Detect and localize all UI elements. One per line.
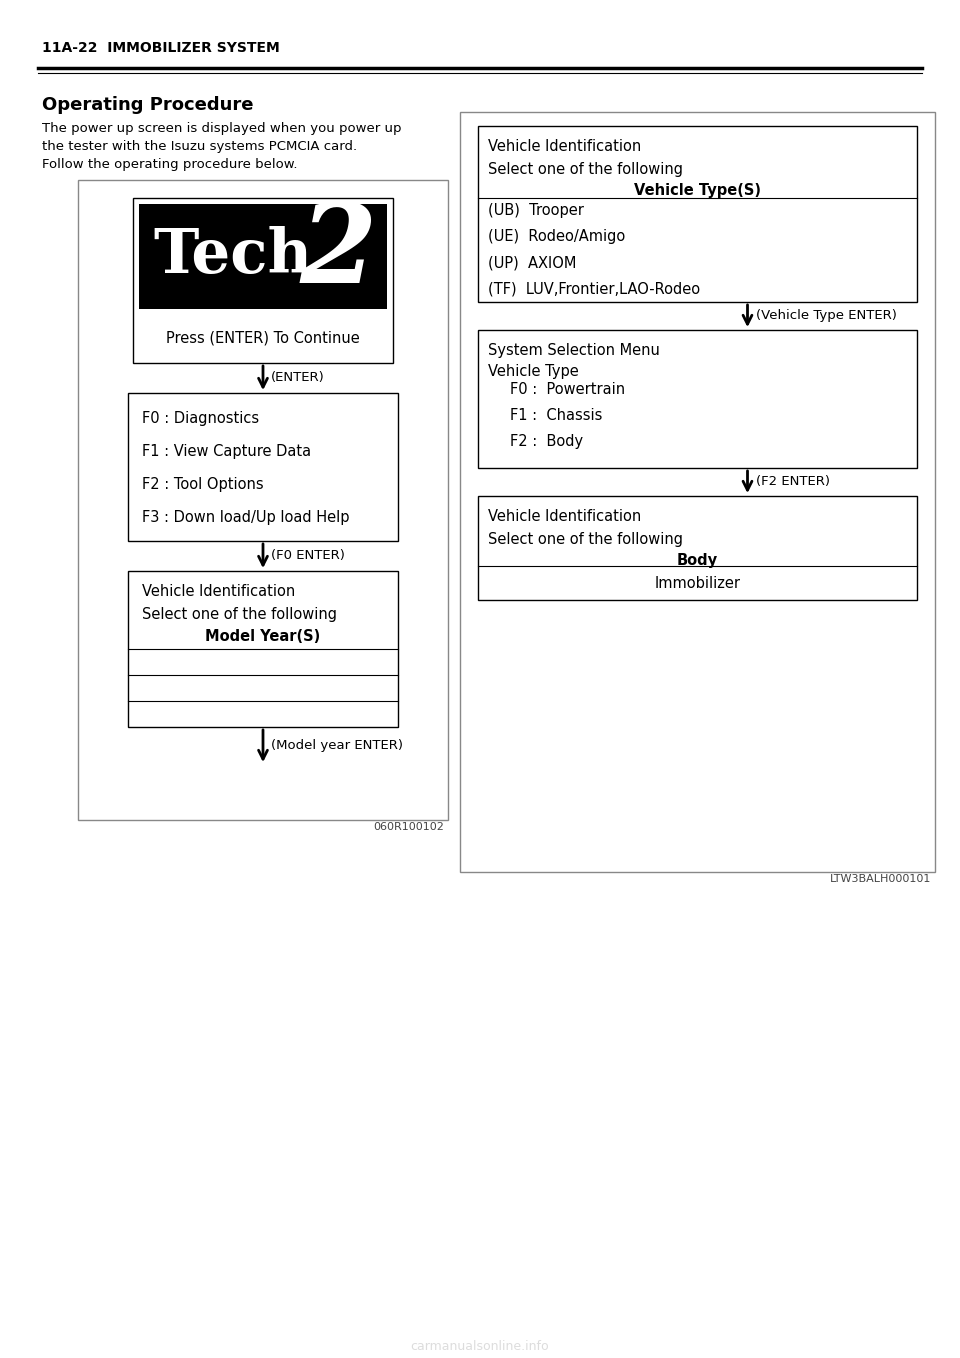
Text: Immobilizer: Immobilizer xyxy=(655,576,740,591)
Text: (Model year ENTER): (Model year ENTER) xyxy=(271,740,403,752)
Text: the tester with the Isuzu systems PCMCIA card.: the tester with the Isuzu systems PCMCIA… xyxy=(42,140,357,153)
Text: System Selection Menu: System Selection Menu xyxy=(488,344,660,359)
Text: Vehicle Identification: Vehicle Identification xyxy=(142,584,296,599)
Text: 060R100102: 060R100102 xyxy=(373,822,444,832)
Bar xyxy=(478,496,917,600)
Bar xyxy=(478,330,917,469)
Bar xyxy=(128,570,398,727)
Text: F1 : View Capture Data: F1 : View Capture Data xyxy=(142,444,311,459)
Text: (ENTER): (ENTER) xyxy=(271,372,324,384)
Text: (Vehicle Type ENTER): (Vehicle Type ENTER) xyxy=(756,310,897,322)
Text: Operating Procedure: Operating Procedure xyxy=(42,96,253,114)
Text: carmanualsonline.info: carmanualsonline.info xyxy=(411,1340,549,1353)
Bar xyxy=(78,181,448,820)
Text: Tech: Tech xyxy=(153,227,312,287)
Text: 11A-22  IMMOBILIZER SYSTEM: 11A-22 IMMOBILIZER SYSTEM xyxy=(42,41,279,56)
Text: Vehicle Identification: Vehicle Identification xyxy=(488,139,641,153)
Text: F0 : Diagnostics: F0 : Diagnostics xyxy=(142,411,259,426)
Text: F1 :  Chassis: F1 : Chassis xyxy=(510,407,602,422)
Text: Model Year(S): Model Year(S) xyxy=(205,629,321,644)
Text: Select one of the following: Select one of the following xyxy=(488,162,683,177)
Text: Vehicle Type: Vehicle Type xyxy=(488,364,579,379)
Text: (UP)  AXIOM: (UP) AXIOM xyxy=(488,255,576,270)
Bar xyxy=(128,392,398,540)
Text: (TF)  LUV,Frontier,LAO-Rodeo: (TF) LUV,Frontier,LAO-Rodeo xyxy=(488,281,700,296)
Text: F3 : Down load/Up load Help: F3 : Down load/Up load Help xyxy=(142,511,349,526)
Bar xyxy=(133,198,393,363)
Text: F2 :  Body: F2 : Body xyxy=(510,435,583,449)
Text: Follow the operating procedure below.: Follow the operating procedure below. xyxy=(42,158,298,171)
Bar xyxy=(139,204,387,310)
Text: (UB)  Trooper: (UB) Trooper xyxy=(488,202,584,219)
Text: Vehicle Identification: Vehicle Identification xyxy=(488,509,641,524)
Text: The power up screen is displayed when you power up: The power up screen is displayed when yo… xyxy=(42,122,401,134)
Bar xyxy=(478,126,917,301)
Text: (F0 ENTER): (F0 ENTER) xyxy=(271,550,345,562)
Text: 2: 2 xyxy=(300,198,377,307)
Text: (UE)  Rodeo/Amigo: (UE) Rodeo/Amigo xyxy=(488,230,625,244)
Text: Select one of the following: Select one of the following xyxy=(488,532,683,547)
Text: (F2 ENTER): (F2 ENTER) xyxy=(756,475,829,489)
Bar xyxy=(460,111,935,872)
Text: F2 : Tool Options: F2 : Tool Options xyxy=(142,477,264,492)
Text: Press (ENTER) To Continue: Press (ENTER) To Continue xyxy=(166,330,360,345)
Text: Select one of the following: Select one of the following xyxy=(142,607,337,622)
Text: LTW3BALH000101: LTW3BALH000101 xyxy=(829,875,931,884)
Text: Vehicle Type(S): Vehicle Type(S) xyxy=(634,183,761,198)
Text: Body: Body xyxy=(677,553,718,568)
Text: F0 :  Powertrain: F0 : Powertrain xyxy=(510,382,625,397)
